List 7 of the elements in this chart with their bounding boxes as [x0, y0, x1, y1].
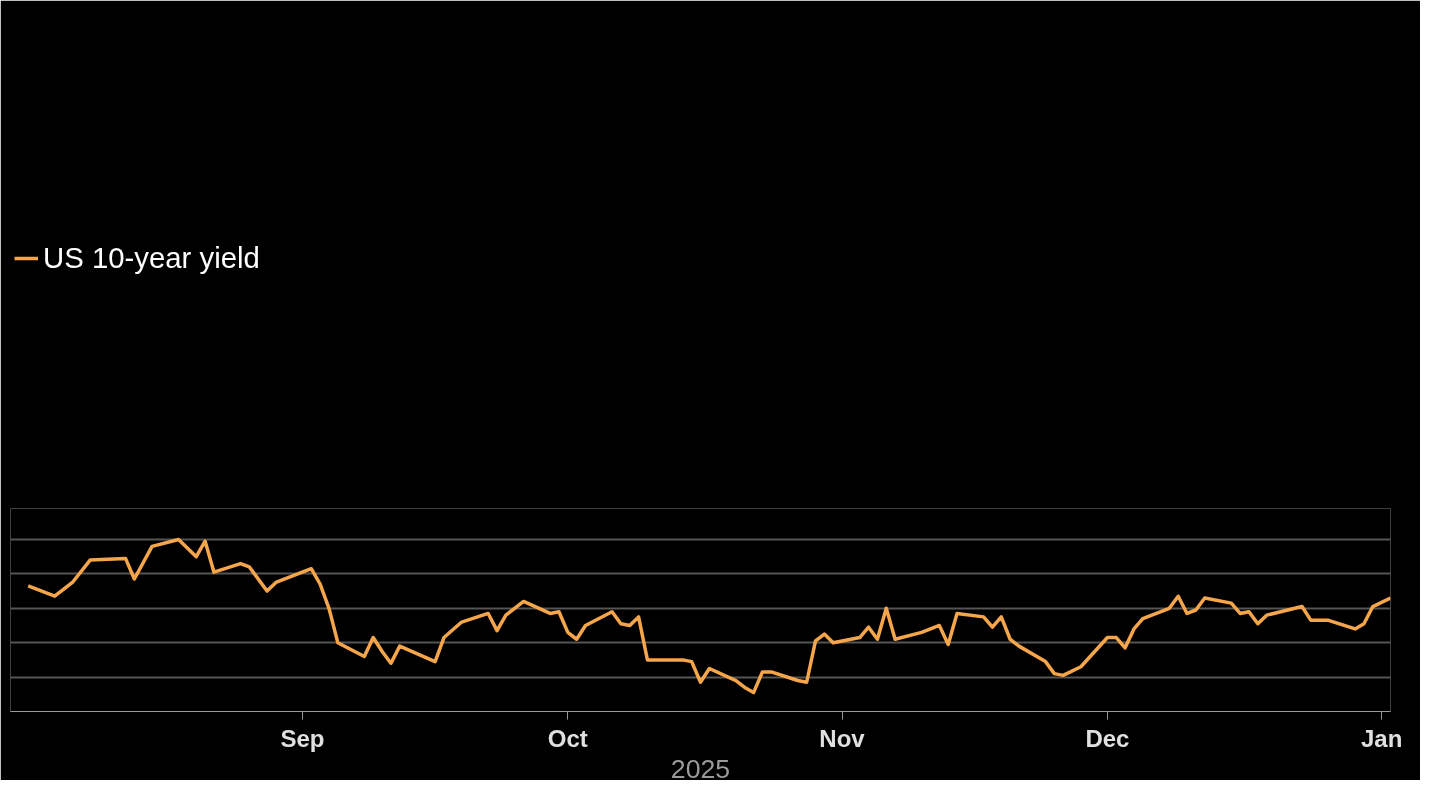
legend-label: US 10-year yield	[43, 241, 260, 275]
x-tick-label: Nov	[819, 724, 866, 752]
x-tick-label: Jan	[1360, 724, 1403, 752]
x-axis-title: 2025	[670, 753, 731, 784]
x-tick-label: Dec	[1085, 724, 1130, 752]
x-tick-label: Oct	[547, 724, 588, 752]
x-tick-label: Sep	[280, 724, 325, 752]
